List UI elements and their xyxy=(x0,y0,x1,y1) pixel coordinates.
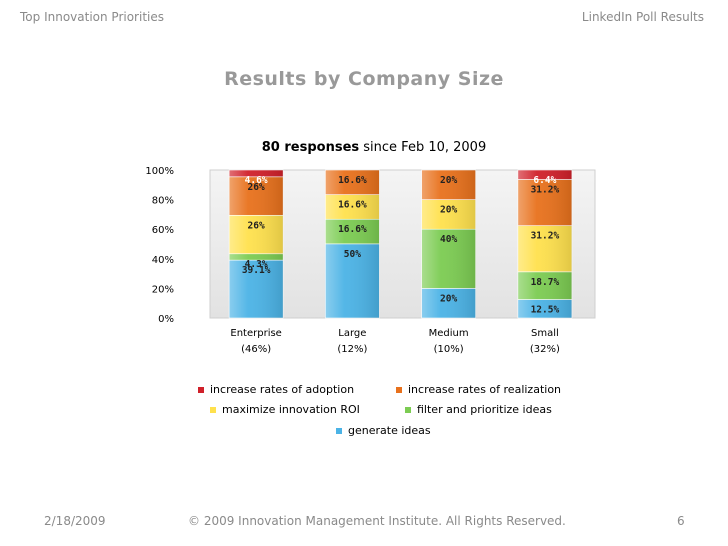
bar-data-label: 4.6% xyxy=(245,175,268,186)
bar-segment-shade xyxy=(517,225,572,272)
legend-label: increase rates of adoption xyxy=(210,383,354,396)
bar-data-label: 39.1% xyxy=(242,265,271,276)
bar-segment-shade xyxy=(421,288,476,318)
header-right-text: LinkedIn Poll Results xyxy=(581,10,704,24)
y-tick-label: 20% xyxy=(152,284,174,295)
x-tick-label: Enterprise xyxy=(230,328,281,339)
bar-segment-shade xyxy=(229,253,284,261)
legend-label: increase rates of realization xyxy=(408,383,561,396)
chart-title: 80 responses since Feb 10, 2009 xyxy=(262,140,486,155)
bar-data-label: 31.2% xyxy=(531,184,560,195)
x-axis: Enterprise (46%) Large (12%) Medium (10%) Smal… xyxy=(230,328,560,355)
footer-date: 2/18/2009 xyxy=(44,514,106,528)
x-tick-share-label: (12%) xyxy=(337,344,367,355)
legend-swatch xyxy=(405,407,411,413)
x-tick-label: Large xyxy=(338,328,366,339)
bar-segment-shade xyxy=(229,260,284,318)
bar-data-label: 6.4% xyxy=(533,175,556,186)
bar-segment-shade xyxy=(517,170,572,180)
y-tick-label: 40% xyxy=(152,255,174,266)
bar-data-label: 26% xyxy=(248,182,265,193)
bar-segment-shade xyxy=(229,176,284,216)
y-tick-label: 60% xyxy=(152,225,174,236)
bar-data-label: 50% xyxy=(344,249,361,260)
bar-segment-shade xyxy=(517,271,572,300)
bar-data-label: 16.6% xyxy=(338,224,367,235)
bar-data-label: 16.6% xyxy=(338,200,367,211)
y-tick-label: 0% xyxy=(158,314,174,325)
bar-segment-shade xyxy=(229,170,284,177)
legend-swatch xyxy=(336,428,342,434)
x-tick-share-label: (32%) xyxy=(530,344,560,355)
bar-segment-shade xyxy=(421,199,476,230)
y-tick-label: 100% xyxy=(145,166,174,177)
bar-data-label: 4.3% xyxy=(245,259,268,270)
legend-label: maximize innovation ROI xyxy=(222,403,360,416)
bar-segment-shade xyxy=(325,170,380,195)
legend: increase rates of adoption increase rates… xyxy=(198,383,561,437)
bar-segment-shade xyxy=(325,194,380,220)
chart-title-bold: 80 responses xyxy=(262,140,360,155)
x-tick-label: Small xyxy=(531,328,559,339)
legend-swatch xyxy=(198,387,204,393)
y-tick-label: 80% xyxy=(152,196,174,207)
bar-segment-shade xyxy=(325,219,380,244)
x-tick-share-label: (46%) xyxy=(241,344,271,355)
bar-data-label: 20% xyxy=(440,175,457,186)
bars-group: 39.1%4.3%26%26%4.6%50%16.6%16.6%16.6%20%… xyxy=(228,169,573,319)
bar-segment-shade xyxy=(517,299,572,318)
legend-swatch xyxy=(396,387,402,393)
bar-data-label: 20% xyxy=(440,205,457,216)
bar-data-label: 16.6% xyxy=(338,175,367,186)
bar-data-label: 40% xyxy=(440,234,457,245)
legend-swatch xyxy=(210,407,216,413)
bar-data-label: 20% xyxy=(440,293,457,304)
footer-copyright: © 2009 Innovation Management Institute. … xyxy=(188,514,566,528)
bar-data-label: 18.7% xyxy=(531,277,560,288)
x-tick-label: Medium xyxy=(429,328,469,339)
bar-segment-shade xyxy=(517,179,572,226)
y-axis: 0% 20% 40% 60% 80% 100% xyxy=(145,166,174,325)
header-left-text: Top Innovation Priorities xyxy=(20,10,164,24)
footer-page-number: 6 xyxy=(677,514,685,528)
bar-segment-shade xyxy=(229,215,284,254)
x-tick-share-label: (10%) xyxy=(434,344,464,355)
legend-label: generate ideas xyxy=(348,424,431,437)
bar-data-label: 12.5% xyxy=(531,305,560,316)
bar-data-label: 31.2% xyxy=(531,231,560,242)
chart-title-rest: since Feb 10, 2009 xyxy=(359,140,486,155)
legend-label: filter and prioritize ideas xyxy=(417,403,552,416)
bar-data-label: 26% xyxy=(248,220,265,231)
bar-segment-shade xyxy=(325,243,380,318)
bar-segment-shade xyxy=(421,229,476,289)
slide-title: Results by Company Size xyxy=(224,68,504,90)
bar-segment-shade xyxy=(421,170,476,200)
